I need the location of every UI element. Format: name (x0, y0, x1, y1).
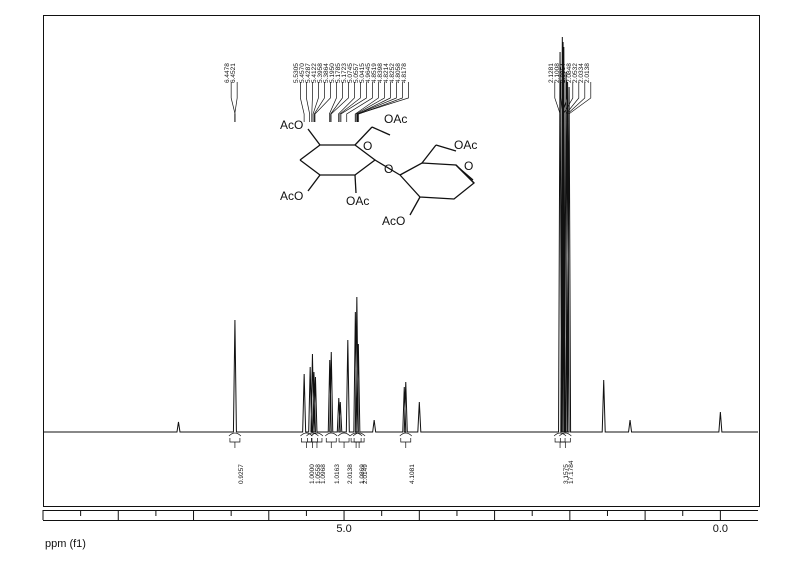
chemical-structure: OAc AcO AcO OAc OAc AcO O O O (260, 105, 520, 265)
integral-value-label: 17.1784 (568, 461, 575, 485)
nmr-spectrum (0, 0, 800, 565)
integral-value-label: 0.9257 (238, 464, 245, 484)
struct-label-o1: O (363, 139, 372, 153)
integral-value-label: 4.1081 (409, 464, 416, 484)
x-axis-title: ppm (f1) (45, 538, 86, 550)
struct-label-oac1: OAc (384, 112, 407, 126)
struct-label-oac2: OAc (346, 194, 369, 208)
x-tick-label: 5.0 (336, 523, 351, 535)
integral-value-label: 2.0149 (362, 464, 369, 484)
x-tick-label: 0.0 (713, 523, 728, 535)
struct-label-aco1: AcO (280, 118, 303, 132)
struct-label-aco3: AcO (382, 214, 405, 228)
struct-label-oac3: OAc (454, 138, 477, 152)
struct-label-aco2: AcO (280, 189, 303, 203)
integral-value-label: 1.0968 (320, 464, 327, 484)
integral-value-label: 1.0163 (334, 464, 341, 484)
struct-label-o3: O (384, 162, 393, 176)
peak-ppm-label: 6.4521 (230, 63, 237, 83)
peak-ppm-label: 4.8178 (401, 63, 408, 83)
integral-value-label: 2.0138 (347, 464, 354, 484)
struct-label-o2: O (464, 159, 473, 173)
peak-ppm-label: 2.0138 (584, 63, 591, 83)
